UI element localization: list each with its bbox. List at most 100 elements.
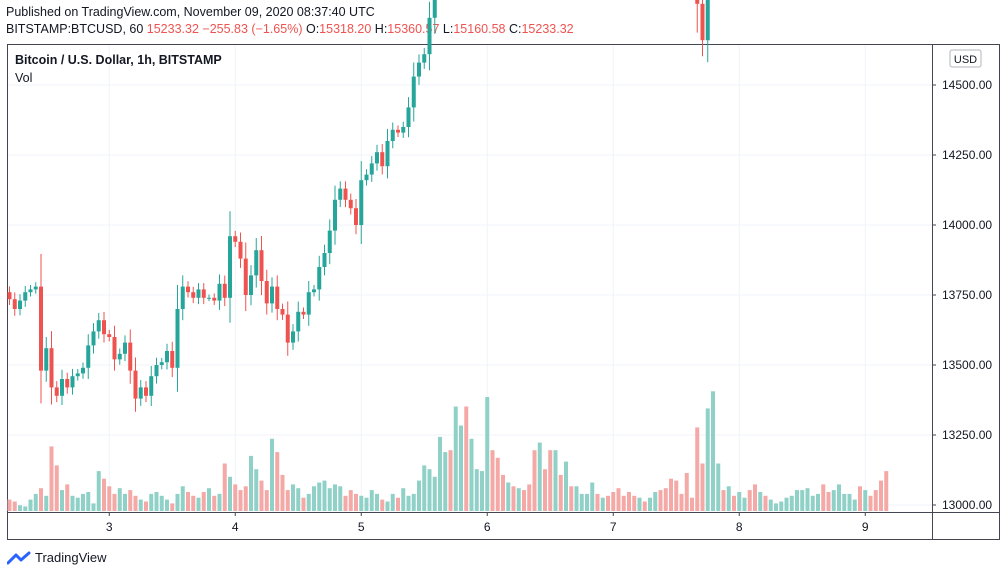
volume-bar (39, 488, 43, 511)
volume-bar (296, 488, 301, 511)
volume-bar (117, 488, 122, 511)
volume-bar (128, 490, 133, 511)
high-value: 15360.57 (387, 22, 440, 36)
candle-body (369, 163, 374, 175)
volume-bar (763, 495, 768, 511)
volume-bar (459, 425, 463, 511)
candle-body (264, 281, 269, 304)
candle-body (348, 199, 353, 209)
volume-bar (569, 486, 574, 511)
volume-bar (348, 490, 353, 511)
volume-bar (779, 501, 784, 511)
candle-body (432, 0, 437, 18)
volume-bar (732, 495, 736, 511)
x-tick-label: 7 (610, 520, 617, 534)
volume-bar (201, 492, 206, 511)
close-value: 15233.32 (521, 22, 574, 36)
volume-bar (616, 488, 621, 511)
volume-bar (611, 492, 616, 511)
volume-bar (112, 493, 117, 511)
volume-bar (532, 450, 537, 511)
chart-frame[interactable] (7, 44, 1000, 540)
x-tick-label: 5 (358, 520, 365, 534)
volume-bar (716, 463, 721, 511)
price-change: −255.83 (−1.65%) (202, 22, 303, 36)
candle-body (322, 253, 327, 267)
volume-bar (879, 480, 883, 511)
volume-bar (102, 478, 106, 511)
volume-bar (737, 492, 742, 511)
close-label: C: (508, 22, 522, 36)
volume-bar (306, 493, 311, 511)
volume-bar (364, 497, 369, 511)
x-tick-label: 4 (232, 520, 239, 534)
volume-bar (12, 501, 17, 511)
volume-bar (432, 476, 437, 511)
candle-body (217, 283, 222, 301)
x-tick-label: 9 (862, 520, 869, 534)
candle-body (96, 320, 101, 332)
volume-legend: Vol (15, 71, 33, 85)
volume-bar (91, 503, 96, 511)
volume-bar (254, 469, 259, 511)
volume-bar (506, 482, 511, 511)
candle-body (275, 286, 280, 309)
candle-body (196, 289, 201, 298)
volume-bar (527, 484, 532, 511)
volume-bar (826, 492, 831, 511)
candle-body (385, 141, 390, 167)
candle-body (343, 188, 348, 200)
candle-body (375, 152, 379, 164)
candle-body (354, 208, 358, 225)
volume-bar (422, 465, 427, 511)
candle-body (327, 230, 332, 253)
volume-bar (501, 474, 505, 511)
volume-bar (359, 495, 364, 511)
volume-bar (275, 452, 280, 511)
volume-bar (411, 493, 416, 511)
volume-bar (679, 493, 684, 511)
volume-bar (259, 480, 264, 511)
volume-bar (448, 450, 453, 511)
candle-body (23, 292, 28, 301)
volume-bar (548, 450, 553, 511)
volume-bar (180, 486, 185, 511)
candle-body (312, 289, 316, 293)
footer-brand: TradingView (35, 550, 107, 565)
volume-bar (401, 488, 406, 511)
volume-bar (70, 495, 75, 511)
open-value: 15318.20 (319, 22, 372, 36)
open-label: O: (305, 22, 320, 36)
volume-bar (217, 493, 222, 511)
y-tick-label: 14250.00 (942, 148, 992, 162)
volume-bar (385, 501, 390, 511)
volume-bar (606, 495, 610, 511)
candle-body (280, 309, 285, 315)
candle-body (170, 351, 175, 368)
volume-bar (86, 492, 91, 511)
volume-bar (280, 474, 285, 511)
volume-bar (133, 495, 138, 511)
volume-bar (522, 490, 526, 511)
candle-body (427, 17, 432, 55)
candle-body (359, 180, 364, 225)
y-tick-label: 13500.00 (942, 358, 992, 372)
candle-body (44, 348, 49, 371)
volume-bar (805, 488, 810, 511)
footer-logo[interactable]: TradingView (7, 550, 107, 565)
candle-body (254, 250, 259, 276)
volume-bar (270, 438, 274, 511)
volume-bar (768, 499, 773, 511)
last-price: 15233.32 (146, 22, 199, 36)
candle-body (700, 3, 705, 41)
volume-bar (333, 484, 337, 511)
y-tick-label: 13250.00 (942, 428, 992, 442)
candle-body (70, 376, 75, 388)
tradingview-logo-icon (7, 551, 31, 564)
candle-body (12, 299, 17, 309)
volume-bar (753, 484, 757, 511)
volume-bar (317, 482, 322, 511)
candle-body (233, 236, 238, 242)
volume-bar (480, 471, 484, 511)
